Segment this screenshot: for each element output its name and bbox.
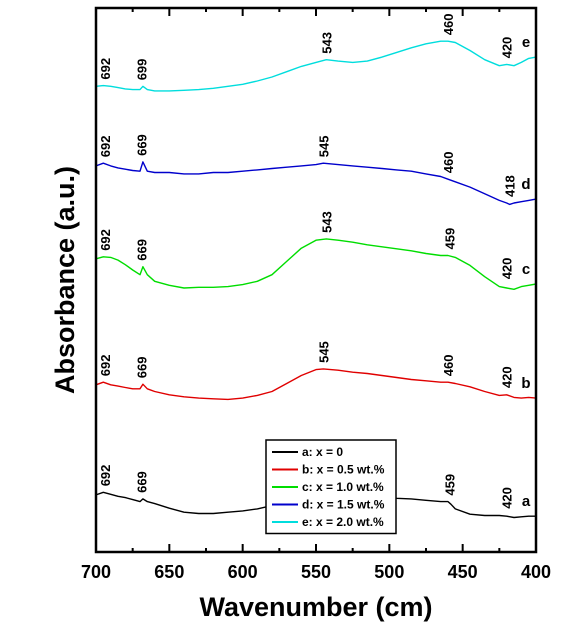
- peak-label-d-460: 460: [441, 151, 456, 173]
- peak-label-e-543: 543: [319, 32, 334, 54]
- peak-label-a-692: 692: [98, 465, 113, 487]
- curve-letter-c: c: [522, 261, 530, 278]
- series-layer: [95, 40, 537, 519]
- x-tick-label: 550: [301, 562, 331, 582]
- peak-label-b-545: 545: [316, 341, 331, 363]
- curve-letter-d: d: [521, 176, 530, 193]
- peak-label-e-420: 420: [500, 37, 515, 59]
- series-line-d: [95, 161, 537, 206]
- peak-label-e-699: 699: [135, 59, 150, 81]
- peak-label-d-418: 418: [503, 175, 518, 197]
- peak-label-c-692: 692: [98, 229, 113, 251]
- legend-label-e: e: x = 2.0 wt.%: [302, 515, 384, 529]
- peak-label-a-459: 459: [443, 474, 458, 496]
- peak-label-b-692: 692: [98, 354, 113, 376]
- peak-label-a-420: 420: [500, 487, 515, 509]
- peak-label-c-420: 420: [500, 258, 515, 280]
- x-tick-label: 500: [374, 562, 404, 582]
- peak-label-b-669: 669: [135, 356, 150, 378]
- curve-letter-e: e: [522, 34, 530, 51]
- series-line-e: [95, 40, 537, 92]
- peak-label-c-543: 543: [319, 211, 334, 233]
- peak-annotations: 692 669 543 459 420 692 669 545 460 420 692 669 543 4…: [98, 13, 518, 508]
- curve-letter-a: a: [522, 493, 531, 510]
- series-line-c: [95, 238, 537, 290]
- legend-label-d: d: x = 1.5 wt.%: [302, 498, 385, 512]
- x-axis-title: Wavenumber (cm): [199, 592, 432, 622]
- x-tick-label: 400: [521, 562, 551, 582]
- peak-label-d-545: 545: [316, 135, 331, 157]
- peak-label-a-669: 669: [135, 471, 150, 493]
- peak-label-d-669: 669: [135, 134, 150, 156]
- curve-letters: a b c d e: [521, 34, 530, 510]
- peak-label-b-420: 420: [500, 366, 515, 388]
- peak-label-c-669: 669: [135, 239, 150, 261]
- peak-label-e-692: 692: [98, 58, 113, 80]
- legend-label-b: b: x = 0.5 wt.%: [302, 463, 385, 477]
- peak-label-c-459: 459: [443, 228, 458, 250]
- x-tick-label: 600: [228, 562, 258, 582]
- x-axis-ticks: 700 650 600 550 500 450 400: [81, 8, 551, 582]
- x-tick-label: 700: [81, 562, 111, 582]
- curve-letter-b: b: [521, 375, 530, 392]
- peak-label-e-460: 460: [441, 13, 456, 35]
- peak-label-b-460: 460: [441, 354, 456, 376]
- x-tick-label: 650: [154, 562, 184, 582]
- legend-label-a: a: x = 0: [302, 445, 343, 459]
- legend-label-c: c: x = 1.0 wt.%: [302, 480, 384, 494]
- y-axis-title: Absorbance (a.u.): [50, 166, 80, 394]
- series-line-b: [95, 368, 537, 401]
- x-tick-label: 450: [448, 562, 478, 582]
- peak-label-d-692: 692: [98, 135, 113, 157]
- legend: a: x = 0 b: x = 0.5 wt.% c: x = 1.0 wt.% d:…: [265, 439, 397, 535]
